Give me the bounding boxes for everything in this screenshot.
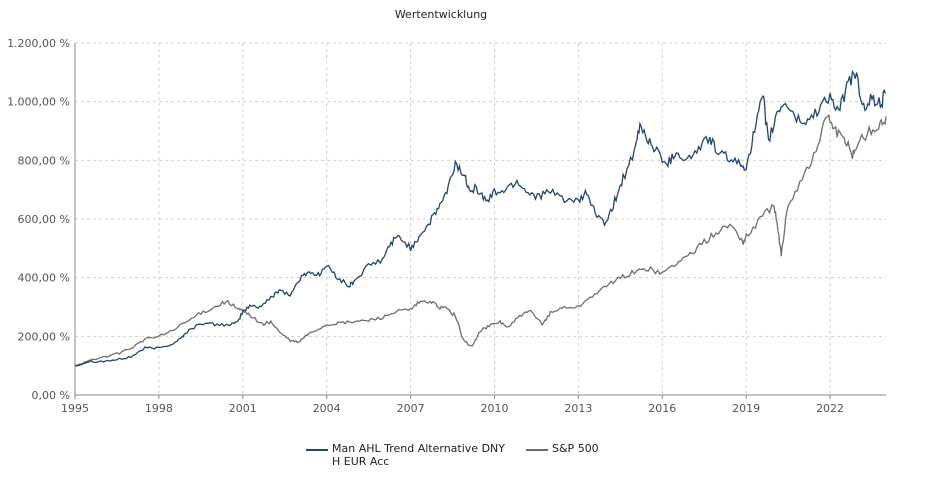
y-tick-label: 400,00 %	[18, 272, 70, 285]
x-tick-label: 2007	[397, 402, 425, 415]
y-tick-label: 200,00 %	[18, 330, 70, 343]
legend-swatch-man-ahl	[306, 449, 328, 451]
y-tick-label: 0,00 %	[32, 389, 70, 402]
x-tick-label: 2019	[732, 402, 760, 415]
legend-swatch-sp500	[526, 449, 548, 451]
chart-title: Wertentwicklung	[395, 8, 487, 21]
legend: Man AHL Trend Alternative DNY H EUR Acc …	[306, 442, 599, 468]
x-tick-label: 1998	[145, 402, 173, 415]
series-line-man-ahl[interactable]	[74, 69, 887, 367]
y-tick-label: 600,00 %	[18, 213, 70, 226]
x-tick-label: 2001	[229, 402, 257, 415]
y-tick-label: 1.200,00 %	[7, 37, 70, 50]
x-tick-label: 2010	[480, 402, 508, 415]
legend-label-man-ahl: Man AHL Trend Alternative DNY H EUR Acc	[332, 442, 505, 468]
legend-item-man-ahl[interactable]: Man AHL Trend Alternative DNY H EUR Acc	[306, 442, 512, 468]
legend-item-sp500[interactable]: S&P 500	[526, 442, 599, 468]
y-tick-label: 1.000,00 %	[7, 96, 70, 109]
y-tick-label: 800,00 %	[18, 154, 70, 167]
x-tick-label: 1995	[61, 402, 89, 415]
x-tick-label: 2004	[313, 402, 341, 415]
series-line-sp500[interactable]	[74, 113, 887, 367]
x-tick-label: 2016	[648, 402, 676, 415]
legend-label-sp500: S&P 500	[552, 442, 599, 455]
x-tick-label: 2022	[816, 402, 844, 415]
x-tick-label: 2013	[564, 402, 592, 415]
